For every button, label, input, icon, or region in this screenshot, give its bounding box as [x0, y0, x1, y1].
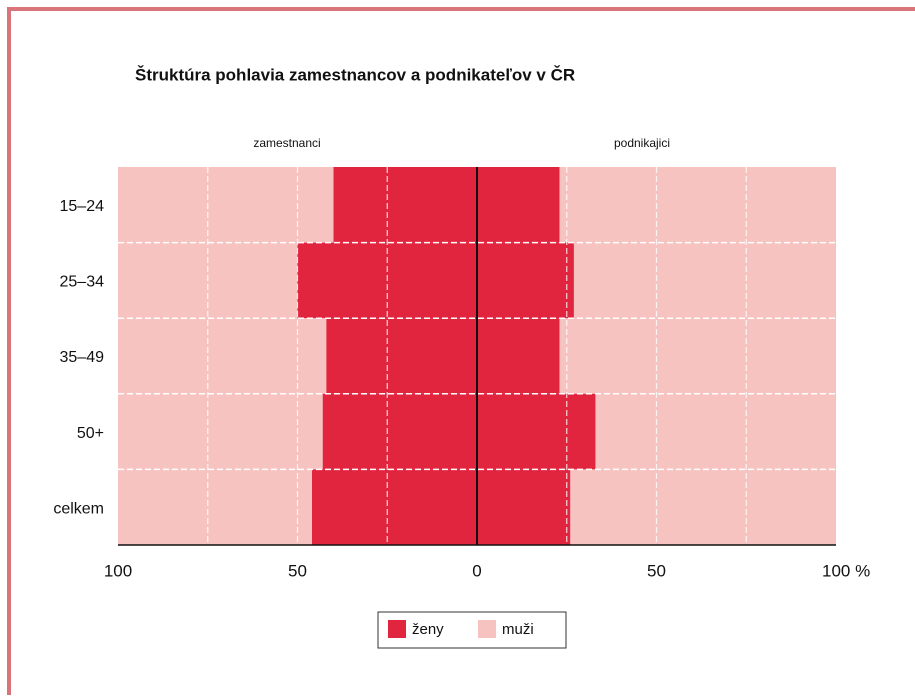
bar [477, 469, 571, 545]
right-label: podnikajici [614, 136, 670, 150]
y-tick-label: 35–49 [60, 349, 105, 366]
y-tick-label: 15–24 [60, 198, 105, 215]
legend-label: muži [502, 621, 534, 638]
bar [118, 167, 334, 243]
bar [333, 167, 477, 243]
y-tick-label: 50+ [77, 425, 104, 442]
bar [595, 393, 836, 470]
x-tick-label: 50 [647, 561, 666, 580]
legend-swatch [478, 620, 496, 638]
bar [477, 242, 574, 319]
bar [477, 318, 560, 394]
legend-box [377, 611, 567, 649]
bar [559, 318, 836, 394]
bar [311, 469, 477, 545]
legend: ženy muži [377, 611, 567, 649]
x-tick-label: 100 % [822, 561, 870, 580]
legend-label: ženy [412, 621, 444, 638]
x-tick-label: 0 [472, 561, 481, 580]
left-label: zamestnanci [253, 136, 320, 150]
bar [118, 393, 323, 470]
bar [477, 167, 560, 243]
bar [322, 393, 477, 470]
x-tick-label: 100 [104, 561, 132, 580]
bar [118, 318, 327, 394]
y-tick-label: 25–34 [60, 274, 105, 291]
bar [326, 318, 477, 394]
y-tick-label: celkem [53, 500, 104, 517]
chart-title: Štruktúra pohlavia zamestnancov a podnik… [135, 65, 575, 84]
legend-swatch [388, 620, 406, 638]
bar [559, 167, 836, 243]
bar [570, 469, 836, 545]
bar [573, 242, 836, 319]
bar [118, 469, 312, 545]
bar [477, 393, 596, 470]
x-tick-label: 50 [288, 561, 307, 580]
